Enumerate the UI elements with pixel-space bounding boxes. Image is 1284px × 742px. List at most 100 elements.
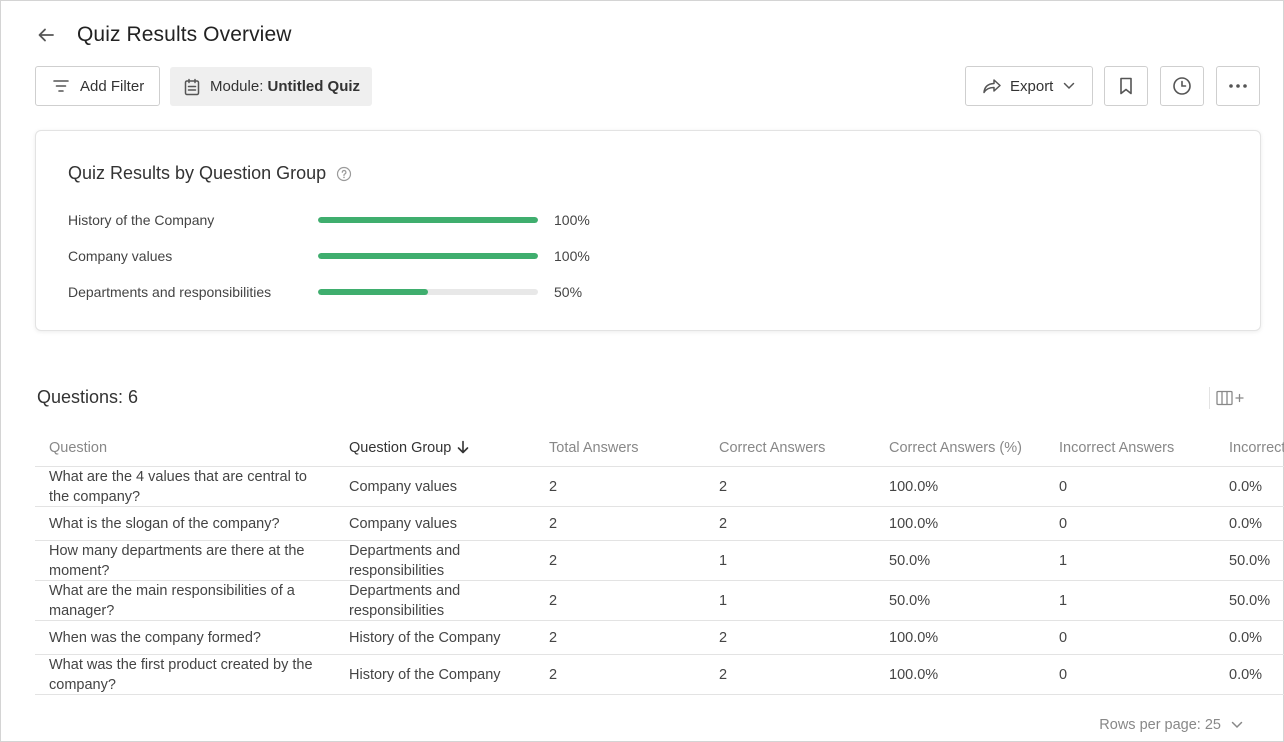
column-header-total-answers[interactable]: Total Answers xyxy=(549,439,639,456)
page-title: Quiz Results Overview xyxy=(77,23,292,46)
add-filter-label: Add Filter xyxy=(80,77,145,95)
cell-incorrect-answers: 0 xyxy=(1059,478,1068,495)
group-percent: 100% xyxy=(554,248,590,264)
calendar-icon xyxy=(184,78,200,95)
group-label: Departments and responsibilities xyxy=(68,284,272,300)
cell-incorrect-pct: 0.0% xyxy=(1229,629,1263,646)
cell-incorrect-pct: 50.0% xyxy=(1229,552,1271,569)
columns-add-icon xyxy=(1215,390,1244,406)
export-button[interactable]: Export xyxy=(965,66,1093,106)
cell-total-answers: 2 xyxy=(549,515,558,532)
column-header-label: Question Group xyxy=(349,439,452,456)
column-header-incorrect-answers[interactable]: Incorrect Answers xyxy=(1059,439,1175,456)
bookmark-icon xyxy=(1120,77,1132,95)
cell-correct-answers: 2 xyxy=(719,478,728,495)
cell-incorrect-answers: 0 xyxy=(1059,666,1068,683)
chevron-down-icon xyxy=(1231,721,1243,729)
column-header-correct-answers-pct[interactable]: Correct Answers (%) xyxy=(889,439,1022,456)
cell-total-answers: 2 xyxy=(549,478,558,495)
module-prefix: Module: xyxy=(210,78,268,95)
cell-question-group: History of the Company xyxy=(349,666,501,683)
cell-total-answers: 2 xyxy=(549,592,558,609)
group-label: Company values xyxy=(68,248,173,264)
cell-correct-pct: 100.0% xyxy=(889,515,939,532)
cell-incorrect-answers: 0 xyxy=(1059,629,1068,646)
chevron-down-icon xyxy=(1064,82,1075,90)
add-filter-button[interactable]: Add Filter xyxy=(35,66,160,106)
cell-incorrect-pct: 0.0% xyxy=(1229,515,1263,532)
cell-question-group: Departments and responsibilities xyxy=(349,582,461,619)
column-header-incorrect-pct[interactable]: Incorrect xyxy=(1229,439,1284,456)
page-header: Quiz Results Overview xyxy=(35,21,292,49)
table-header: Question Question Group Total Answers Co… xyxy=(35,429,1284,467)
cell-total-answers: 2 xyxy=(549,552,558,569)
group-label: History of the Company xyxy=(68,212,215,228)
group-percent: 50% xyxy=(554,284,583,300)
column-header-question-group[interactable]: Question Group xyxy=(335,438,535,458)
progress-bar xyxy=(318,289,538,295)
table-row[interactable]: How many departments are there at the mo… xyxy=(35,541,1284,581)
cell-incorrect-answers: 1 xyxy=(1059,552,1068,569)
more-dots-icon xyxy=(1229,84,1247,88)
export-label: Export xyxy=(1010,77,1054,95)
card-title-text: Quiz Results by Question Group xyxy=(68,163,327,183)
cell-total-answers: 2 xyxy=(549,629,558,646)
cell-correct-answers: 1 xyxy=(719,552,728,569)
bookmark-button[interactable] xyxy=(1104,66,1148,106)
filter-lines-icon xyxy=(53,80,69,92)
table-row[interactable]: What is the slogan of the company? Compa… xyxy=(35,507,1284,541)
table-row[interactable]: When was the company formed? History of … xyxy=(35,621,1284,655)
cell-incorrect-answers: 0 xyxy=(1059,515,1068,532)
back-button[interactable] xyxy=(35,21,57,49)
progress-bar xyxy=(318,217,538,223)
column-header-question[interactable]: Question xyxy=(49,439,108,456)
cell-question: What was the first product created by th… xyxy=(49,656,313,693)
progress-bar xyxy=(318,253,538,259)
cell-incorrect-answers: 1 xyxy=(1059,592,1068,609)
cell-incorrect-pct: 0.0% xyxy=(1229,478,1263,495)
back-arrow-icon xyxy=(38,28,54,42)
cell-correct-pct: 100.0% xyxy=(889,478,939,495)
cell-incorrect-pct: 0.0% xyxy=(1229,666,1263,683)
help-circle-icon[interactable] xyxy=(336,166,352,182)
column-settings-button[interactable] xyxy=(1209,387,1251,409)
rows-per-page-select[interactable]: Rows per page: 25 xyxy=(1099,717,1243,733)
module-value: Untitled Quiz xyxy=(267,78,361,95)
progress-bar-fill xyxy=(318,253,538,259)
cell-question: When was the company formed? xyxy=(49,629,261,646)
quiz-results-card: Quiz Results by Question Group History o… xyxy=(35,130,1261,331)
group-row: History of the Company 100% xyxy=(68,210,590,230)
more-options-button[interactable] xyxy=(1216,66,1260,106)
cell-correct-answers: 1 xyxy=(719,592,728,609)
card-title: Quiz Results by Question Group xyxy=(68,163,352,184)
group-row: Departments and responsibilities 50% xyxy=(68,282,582,302)
group-row: Company values 100% xyxy=(68,246,590,266)
column-header-correct-answers[interactable]: Correct Answers xyxy=(719,439,826,456)
cell-question: What are the 4 values that are central t… xyxy=(49,468,307,505)
cell-question-group: Company values xyxy=(349,478,457,495)
cell-correct-pct: 100.0% xyxy=(889,629,939,646)
table-row[interactable]: What are the main responsibilities of a … xyxy=(35,581,1284,621)
module-filter-label: Module: Untitled Quiz xyxy=(210,78,360,95)
progress-bar-fill xyxy=(318,289,428,295)
cell-incorrect-pct: 50.0% xyxy=(1229,592,1271,609)
cell-total-answers: 2 xyxy=(549,666,558,683)
questions-count-title: Questions: 6 xyxy=(37,387,139,407)
cell-question: How many departments are there at the mo… xyxy=(49,542,305,579)
cell-correct-pct: 50.0% xyxy=(889,592,931,609)
cell-question-group: Company values xyxy=(349,515,457,532)
cell-correct-pct: 50.0% xyxy=(889,552,931,569)
cell-correct-answers: 2 xyxy=(719,666,728,683)
module-filter-chip[interactable]: Module: Untitled Quiz xyxy=(170,67,372,106)
rows-per-page-label: Rows per page: 25 xyxy=(1099,717,1221,733)
history-button[interactable] xyxy=(1160,66,1204,106)
share-arrow-icon xyxy=(983,79,1001,94)
cell-question-group: History of the Company xyxy=(349,629,501,646)
sort-down-arrow-icon xyxy=(458,440,469,453)
table-row[interactable]: What are the 4 values that are central t… xyxy=(35,467,1284,507)
group-percent: 100% xyxy=(554,212,590,228)
table-row[interactable]: What was the first product created by th… xyxy=(35,655,1284,695)
cell-question: What are the main responsibilities of a … xyxy=(49,582,295,619)
questions-table: Question Question Group Total Answers Co… xyxy=(35,429,1284,695)
cell-question-group: Departments and responsibilities xyxy=(349,542,461,579)
